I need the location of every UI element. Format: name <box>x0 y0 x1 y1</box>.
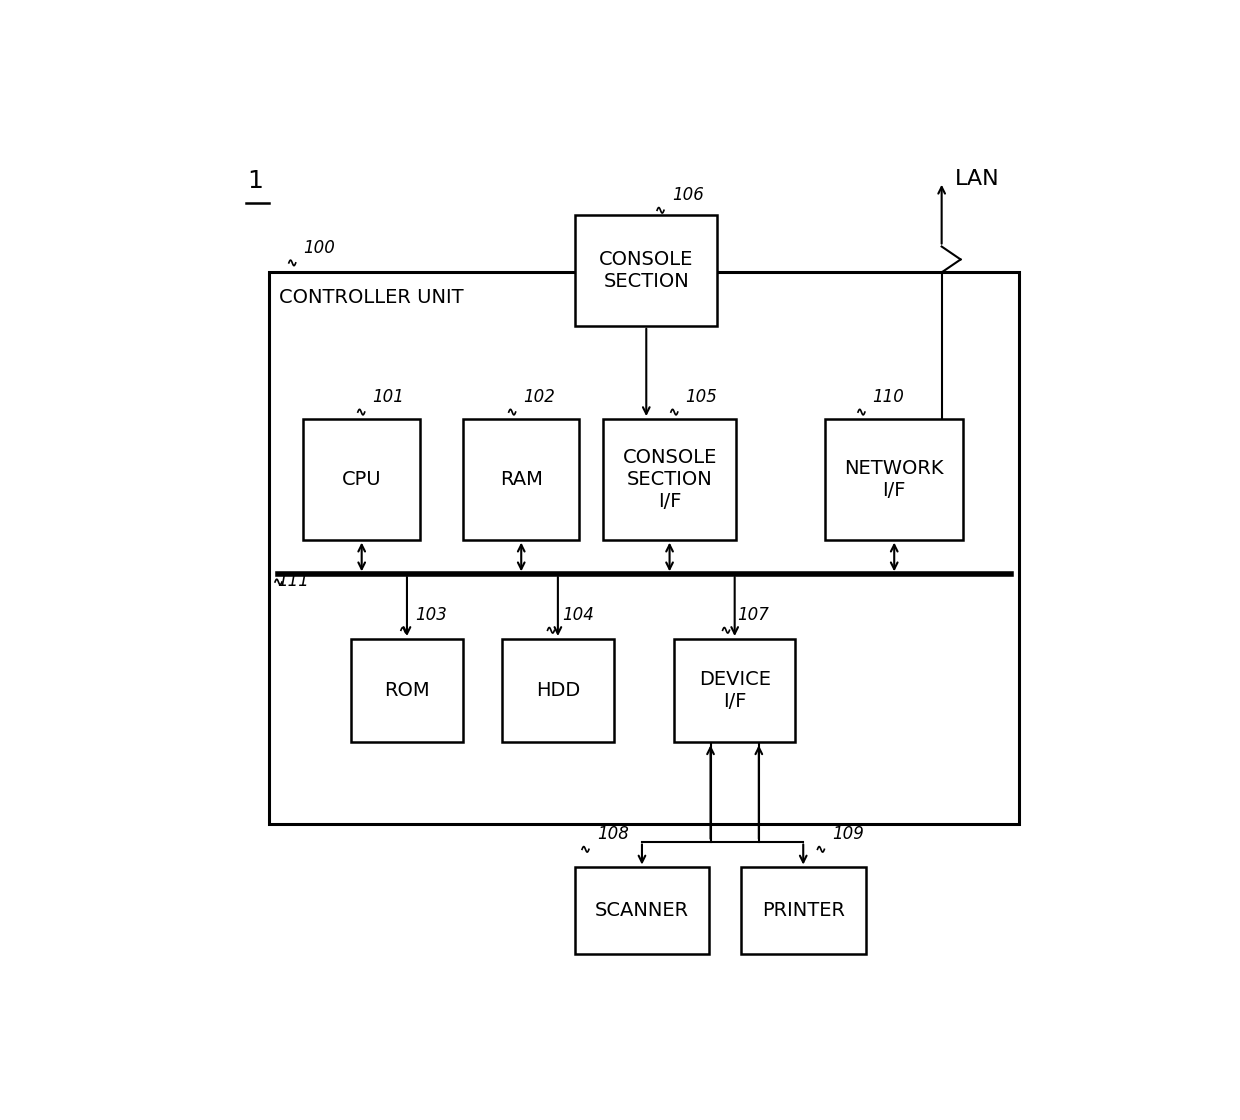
Text: 109: 109 <box>832 825 864 843</box>
Bar <box>351 638 463 743</box>
Text: 110: 110 <box>873 388 904 407</box>
Text: 108: 108 <box>596 825 629 843</box>
Text: HDD: HDD <box>536 681 580 700</box>
Text: ROM: ROM <box>384 681 430 700</box>
Text: CONSOLE
SECTION: CONSOLE SECTION <box>599 250 693 291</box>
Text: 107: 107 <box>738 606 769 624</box>
Text: PRINTER: PRINTER <box>761 902 844 920</box>
Bar <box>502 638 614 743</box>
Bar <box>603 419 737 540</box>
Text: NETWORK
I/F: NETWORK I/F <box>844 459 944 500</box>
Text: CONSOLE
SECTION
I/F: CONSOLE SECTION I/F <box>622 448 717 511</box>
Text: 101: 101 <box>372 388 404 407</box>
Bar <box>575 215 718 326</box>
Text: 105: 105 <box>686 388 718 407</box>
Text: 100: 100 <box>304 239 335 256</box>
Bar <box>675 638 795 743</box>
Text: 102: 102 <box>523 388 556 407</box>
Bar <box>304 419 420 540</box>
Text: SCANNER: SCANNER <box>595 902 689 920</box>
Text: 104: 104 <box>562 606 594 624</box>
Text: 111: 111 <box>278 571 310 590</box>
Text: CONTROLLER UNIT: CONTROLLER UNIT <box>279 288 464 307</box>
Text: DEVICE
I/F: DEVICE I/F <box>698 670 771 711</box>
Bar <box>826 419 963 540</box>
Text: 103: 103 <box>415 606 448 624</box>
Text: 1: 1 <box>248 169 263 193</box>
Bar <box>575 867 709 954</box>
Text: CPU: CPU <box>342 470 382 488</box>
Text: 106: 106 <box>672 186 703 204</box>
Bar <box>269 272 1019 824</box>
Text: LAN: LAN <box>955 169 999 189</box>
Bar <box>463 419 579 540</box>
Bar <box>740 867 866 954</box>
Text: RAM: RAM <box>500 470 543 488</box>
